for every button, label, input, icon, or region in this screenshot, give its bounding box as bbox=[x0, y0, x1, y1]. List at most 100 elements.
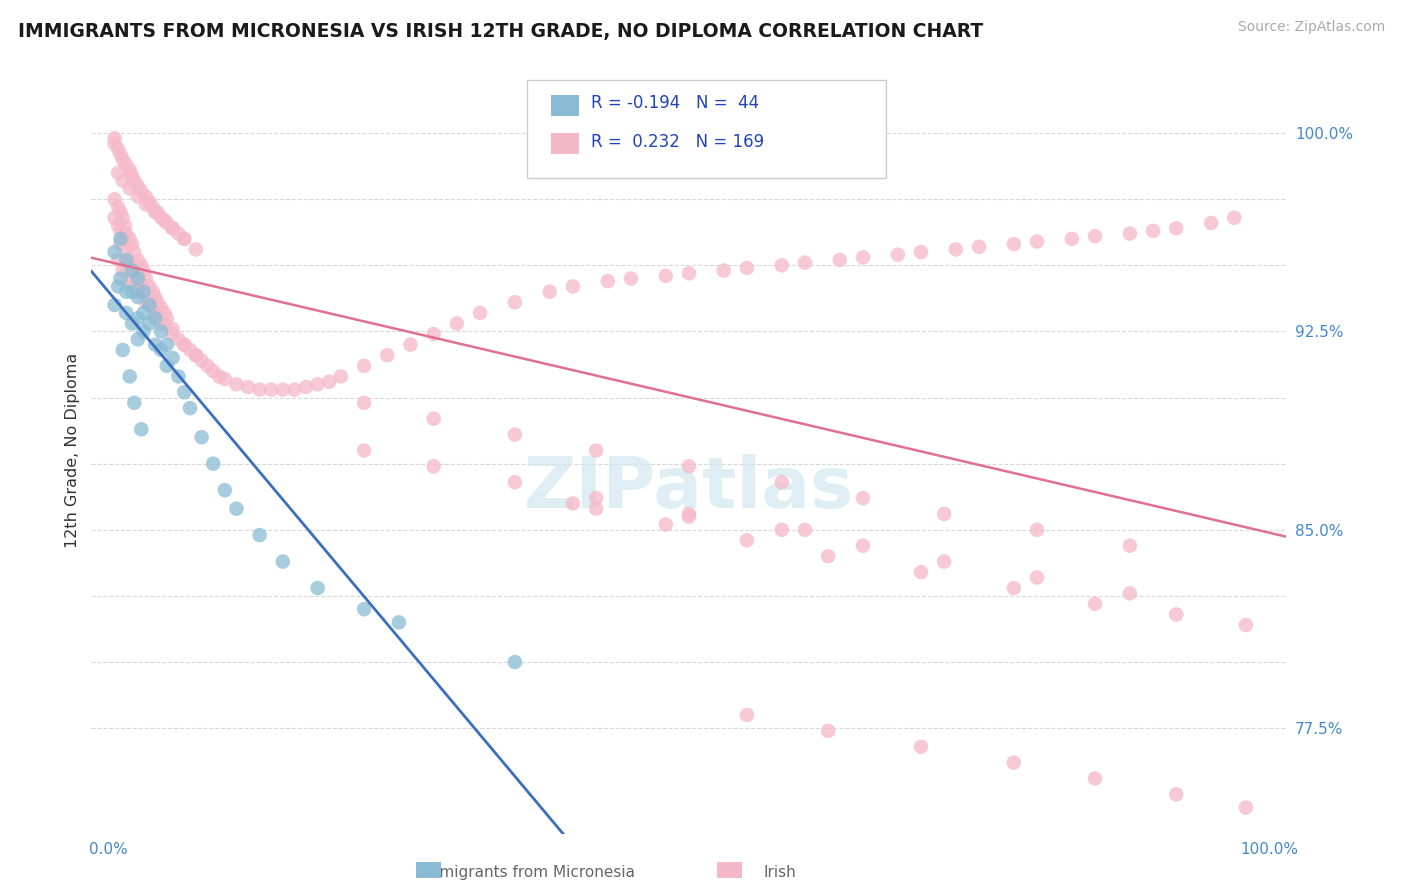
Point bbox=[132, 306, 155, 320]
Point bbox=[1026, 235, 1049, 249]
Point bbox=[111, 174, 134, 188]
Point bbox=[107, 219, 129, 233]
Point bbox=[596, 274, 619, 288]
Point bbox=[127, 189, 149, 203]
Point bbox=[153, 317, 176, 331]
Point bbox=[115, 258, 138, 272]
Point bbox=[173, 337, 195, 351]
Point bbox=[910, 245, 932, 260]
Point bbox=[353, 396, 375, 410]
Point bbox=[214, 483, 236, 497]
Point bbox=[143, 306, 166, 320]
Point bbox=[1119, 227, 1142, 241]
Point bbox=[115, 252, 138, 267]
Point bbox=[271, 383, 294, 397]
Point bbox=[654, 268, 676, 283]
Point bbox=[153, 306, 176, 320]
Point bbox=[110, 205, 132, 219]
Point bbox=[150, 325, 173, 339]
Point bbox=[1002, 237, 1025, 252]
Point bbox=[202, 457, 225, 471]
Point bbox=[422, 327, 444, 342]
Point bbox=[124, 263, 146, 277]
Point bbox=[1084, 229, 1107, 244]
Point bbox=[184, 348, 207, 362]
Point bbox=[138, 194, 160, 209]
Point bbox=[162, 327, 184, 342]
Point bbox=[173, 337, 195, 351]
Point bbox=[678, 266, 700, 280]
Point bbox=[143, 306, 166, 320]
Point bbox=[446, 317, 468, 331]
Point bbox=[735, 708, 758, 723]
Point bbox=[585, 443, 607, 458]
Point bbox=[388, 615, 411, 630]
Point bbox=[127, 285, 149, 299]
Point bbox=[156, 337, 179, 351]
Point bbox=[138, 279, 160, 293]
Point bbox=[111, 153, 134, 167]
Point bbox=[828, 252, 851, 267]
Point bbox=[156, 359, 179, 373]
Point bbox=[1026, 523, 1049, 537]
Point bbox=[118, 181, 141, 195]
Point bbox=[162, 322, 184, 336]
Point bbox=[179, 401, 201, 416]
Point bbox=[135, 271, 157, 285]
Point bbox=[1234, 800, 1257, 814]
Point bbox=[173, 232, 195, 246]
Point bbox=[503, 427, 526, 442]
Point bbox=[127, 178, 149, 193]
Point bbox=[190, 430, 212, 444]
Point bbox=[118, 274, 141, 288]
Point bbox=[138, 317, 160, 331]
Point bbox=[127, 268, 149, 283]
Point bbox=[1060, 232, 1083, 246]
Point bbox=[110, 271, 132, 285]
Point bbox=[107, 252, 129, 267]
Point bbox=[132, 263, 155, 277]
Point bbox=[104, 245, 127, 260]
Point bbox=[1002, 581, 1025, 595]
Point bbox=[121, 263, 143, 277]
Point bbox=[1119, 586, 1142, 600]
Point bbox=[945, 243, 967, 257]
Point bbox=[156, 311, 179, 326]
Point bbox=[1234, 618, 1257, 632]
Point bbox=[770, 523, 793, 537]
Text: Irish: Irish bbox=[763, 865, 797, 880]
Point bbox=[678, 459, 700, 474]
Point bbox=[817, 723, 839, 738]
Point bbox=[225, 501, 247, 516]
Point bbox=[910, 739, 932, 754]
Text: ZIPatlas: ZIPatlas bbox=[524, 454, 853, 524]
Point bbox=[214, 372, 236, 386]
Point bbox=[852, 539, 875, 553]
Text: R =  0.232   N = 169: R = 0.232 N = 169 bbox=[591, 133, 763, 151]
Point bbox=[399, 337, 422, 351]
Point bbox=[118, 232, 141, 246]
Point bbox=[1119, 539, 1142, 553]
Y-axis label: 12th Grade, No Diploma: 12th Grade, No Diploma bbox=[65, 353, 80, 548]
Point bbox=[934, 555, 956, 569]
Point bbox=[318, 375, 340, 389]
Point bbox=[967, 240, 990, 254]
Point bbox=[146, 295, 169, 310]
Point bbox=[817, 549, 839, 564]
Point bbox=[184, 348, 207, 362]
Point bbox=[538, 285, 561, 299]
Point bbox=[167, 227, 190, 241]
Point bbox=[111, 343, 134, 357]
Point bbox=[143, 205, 166, 219]
Point bbox=[156, 216, 179, 230]
Point bbox=[353, 443, 375, 458]
Point bbox=[585, 491, 607, 505]
Point bbox=[104, 192, 127, 206]
Point bbox=[162, 351, 184, 365]
Point bbox=[307, 581, 329, 595]
Point bbox=[127, 285, 149, 299]
Point bbox=[104, 211, 127, 225]
Point bbox=[153, 213, 176, 227]
Point bbox=[115, 227, 138, 241]
Point bbox=[934, 507, 956, 521]
